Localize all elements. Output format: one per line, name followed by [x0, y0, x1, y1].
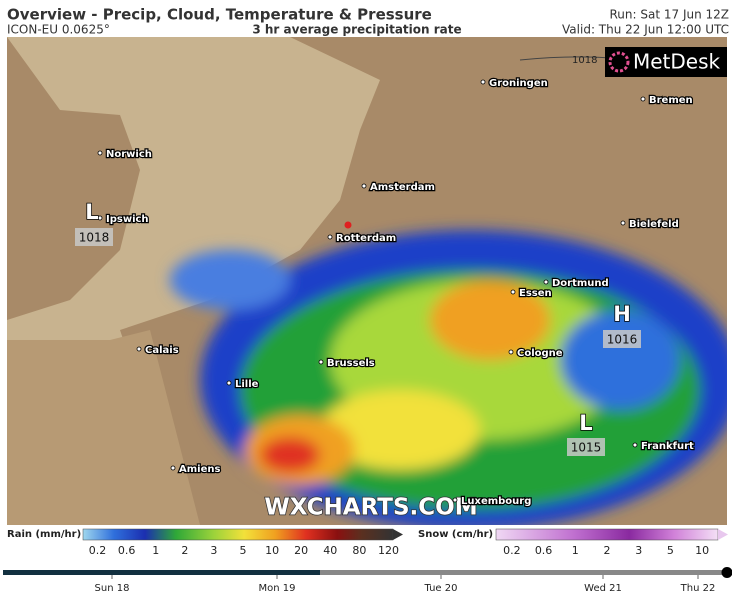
pressure-value: 1015 [571, 441, 602, 455]
model: ICON-EU 0.0625° [7, 23, 110, 37]
city-label: Ipswich [106, 214, 149, 225]
city-label: Brussels [327, 358, 375, 369]
city-label: Bielefeld [629, 219, 679, 230]
snow-scale [496, 529, 718, 540]
map: 1018 MetDesk WXCHARTS.COM Groningen Breme… [7, 37, 732, 530]
rain-tick: 10 [265, 544, 279, 557]
run: Run: Sat 17 Jun 12Z [610, 8, 730, 22]
city-label: Amiens [179, 464, 220, 475]
city-label: Cologne [517, 348, 563, 359]
day-label: Mon 19 [259, 583, 296, 594]
city-dot [511, 290, 515, 294]
day-label: Sun 18 [95, 583, 130, 594]
rain-tick: 1 [152, 544, 159, 557]
rain-tick: 0.6 [118, 544, 136, 557]
rain-arrow [393, 529, 403, 540]
city-label: Rotterdam [336, 233, 396, 244]
rain-tick: 80 [352, 544, 366, 557]
valid: Valid: Thu 22 Jun 12:00 UTC [562, 23, 729, 37]
snow-tick: 3 [635, 544, 642, 557]
pressure-value: 1016 [607, 333, 638, 347]
snow-tick: 0.2 [503, 544, 521, 557]
rain-tick: 20 [294, 544, 308, 557]
snow-title: Snow (cm/hr) [418, 529, 493, 540]
city-dot [641, 97, 645, 101]
rain-tick: 5 [240, 544, 247, 557]
city-dot [481, 80, 485, 84]
day-label: Wed 21 [584, 583, 622, 594]
rain-scale [83, 529, 393, 540]
city-label: Groningen [489, 78, 548, 89]
snow-tick: 1 [572, 544, 579, 557]
isobar-label: 1018 [572, 55, 597, 66]
logo: MetDesk [633, 50, 721, 74]
city-dot [621, 221, 625, 225]
timeline-progress [3, 570, 320, 575]
snow-arrow [718, 529, 728, 540]
city-dot [328, 235, 332, 239]
snow-tick: 2 [604, 544, 611, 557]
city-dot [137, 347, 141, 351]
timeline-handle [722, 567, 732, 578]
day-label: Thu 22 [680, 583, 716, 594]
snow-tick: 0.6 [535, 544, 553, 557]
marker [345, 222, 352, 229]
snow-tick: 5 [667, 544, 674, 557]
pressure-letter: L [85, 200, 98, 224]
city-dot [319, 360, 323, 364]
city-dot [453, 498, 457, 502]
city-label: Lille [235, 379, 259, 390]
pressure-letter: H [613, 302, 631, 326]
city-dot [509, 350, 513, 354]
day-label: Tue 20 [424, 583, 458, 594]
snow-tick: 10 [695, 544, 709, 557]
rain-tick: 120 [378, 544, 399, 557]
timeline: Sun 18 Mon 19 Tue 20 Wed 21 Thu 22 [3, 567, 732, 594]
rain-tick: 40 [323, 544, 337, 557]
pressure-letter: L [579, 411, 592, 435]
city-label: Calais [145, 345, 179, 356]
city-label: Norwich [106, 149, 152, 160]
city-label: Bremen [649, 95, 693, 106]
rain-tick: 2 [181, 544, 188, 557]
rain-tick: 0.2 [89, 544, 107, 557]
city-dot [633, 443, 637, 447]
watermark: WXCHARTS.COM [264, 495, 477, 521]
city-dot [171, 466, 175, 470]
city-label: Luxembourg [461, 496, 531, 507]
rain-title: Rain (mm/hr) [7, 529, 81, 540]
subtitle: 3 hr average precipitation rate [252, 23, 461, 37]
title: Overview - Precip, Cloud, Temperature & … [7, 6, 432, 24]
city-dot [544, 280, 548, 284]
city-label: Frankfurt [641, 441, 694, 452]
pressure-value: 1018 [79, 231, 110, 245]
city-label: Amsterdam [370, 182, 435, 193]
city-dot [98, 151, 102, 155]
rain-tick: 3 [210, 544, 217, 557]
city-label: Dortmund [552, 278, 609, 289]
city-label: Essen [519, 288, 552, 299]
city-dot [362, 184, 366, 188]
city-dot [227, 381, 231, 385]
